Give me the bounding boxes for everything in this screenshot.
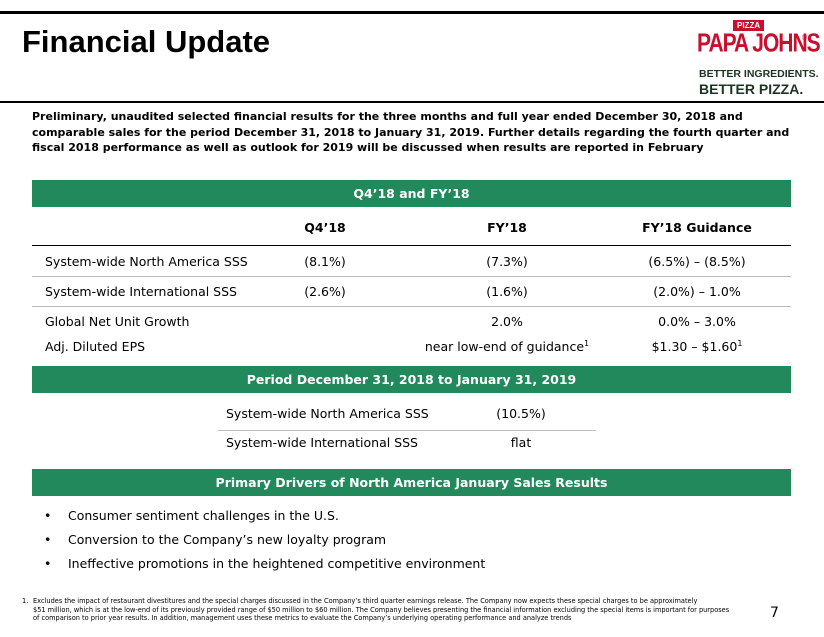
row-label: System-wide North America SSS bbox=[226, 406, 429, 421]
cell: (10.5%) bbox=[496, 406, 546, 421]
logo-line: BETTER PIZZA. bbox=[699, 81, 804, 97]
bullet: Ineffective promotions in the heightened… bbox=[68, 556, 486, 571]
cell: (8.1%) bbox=[304, 254, 346, 269]
row-label: System-wide International SSS bbox=[226, 435, 418, 450]
cell-text: $1.30 – $1.60 bbox=[651, 339, 738, 355]
footnote-ref: 1 bbox=[584, 339, 590, 348]
logo: PIZZA PAPA JOHNS ® BETTER INGREDIENTS. B… bbox=[697, 20, 821, 100]
cell-text: (6.5%) – (8.5%) bbox=[648, 254, 746, 269]
cell: 2.0% bbox=[491, 314, 523, 329]
page-number: 7 bbox=[770, 605, 779, 621]
cell: (1.6%) bbox=[486, 284, 528, 299]
section-header: Q4’18 and FY’18 bbox=[32, 180, 791, 207]
logo-top: PIZZA bbox=[733, 20, 765, 31]
top-rule bbox=[0, 11, 824, 14]
cell-text: (2.0%) – 1.0% bbox=[653, 284, 741, 299]
row-divider bbox=[32, 306, 791, 307]
footnote-ref: 1 bbox=[737, 339, 743, 348]
row-label: Adj. Diluted EPS bbox=[45, 339, 146, 354]
bullet: Conversion to the Company’s new loyalty … bbox=[68, 532, 387, 547]
row-label: System-wide North America SSS bbox=[45, 254, 248, 269]
cell-text: 2.0% bbox=[491, 314, 523, 329]
cell-text: near low-end of guidance bbox=[424, 339, 585, 355]
bullet-marker: • bbox=[44, 532, 52, 547]
row-divider bbox=[32, 276, 791, 277]
cell-text: (1.6%) bbox=[486, 284, 528, 299]
logo-mark: ® bbox=[801, 34, 808, 42]
cell: (6.5%) – (8.5%) bbox=[648, 254, 745, 269]
row-divider bbox=[218, 430, 596, 431]
footnote-line: $51 million, which is at the low-end of … bbox=[33, 605, 730, 614]
footnote-line: of comparison to prior year results. In … bbox=[33, 614, 572, 622]
logo-brand: PAPA JOHNS bbox=[697, 29, 821, 58]
row-label: System-wide International SSS bbox=[45, 284, 237, 299]
cell: (2.6%) bbox=[304, 284, 346, 299]
cell: (2.0%) – 1.0% bbox=[653, 284, 740, 299]
cell: flat bbox=[510, 435, 532, 450]
bullet-marker: • bbox=[44, 556, 52, 571]
cell-text: (7.3%) bbox=[486, 254, 528, 269]
section-header: Period December 31, 2018 to January 31, … bbox=[32, 366, 791, 393]
bullet: Consumer sentiment challenges in the U.S… bbox=[68, 508, 339, 523]
header-rule bbox=[0, 101, 824, 103]
title: Financial Update bbox=[22, 24, 271, 59]
column-header: Q4’18 bbox=[304, 220, 346, 235]
logo-line: BETTER INGREDIENTS. bbox=[699, 68, 819, 80]
header-underline bbox=[32, 245, 791, 246]
cell: near low-end of guidance1 bbox=[425, 339, 589, 354]
column-header: FY’18 Guidance bbox=[642, 220, 752, 235]
footnote-marker: 1. bbox=[22, 597, 29, 605]
cell: 0.0% – 3.0% bbox=[658, 314, 736, 329]
cell-text: 0.0% – 3.0% bbox=[658, 314, 736, 329]
footnote-line: Excludes the impact of restaurant divest… bbox=[33, 597, 698, 605]
cell: (7.3%) bbox=[486, 254, 528, 269]
row-label: Global Net Unit Growth bbox=[45, 314, 190, 329]
intro: Preliminary, unaudited selected financia… bbox=[32, 110, 790, 154]
section-header: Primary Drivers of North America January… bbox=[32, 469, 791, 496]
bullet-marker: • bbox=[44, 508, 52, 523]
column-header: FY’18 bbox=[487, 220, 527, 235]
cell: $1.30 – $1.601 bbox=[652, 339, 743, 354]
